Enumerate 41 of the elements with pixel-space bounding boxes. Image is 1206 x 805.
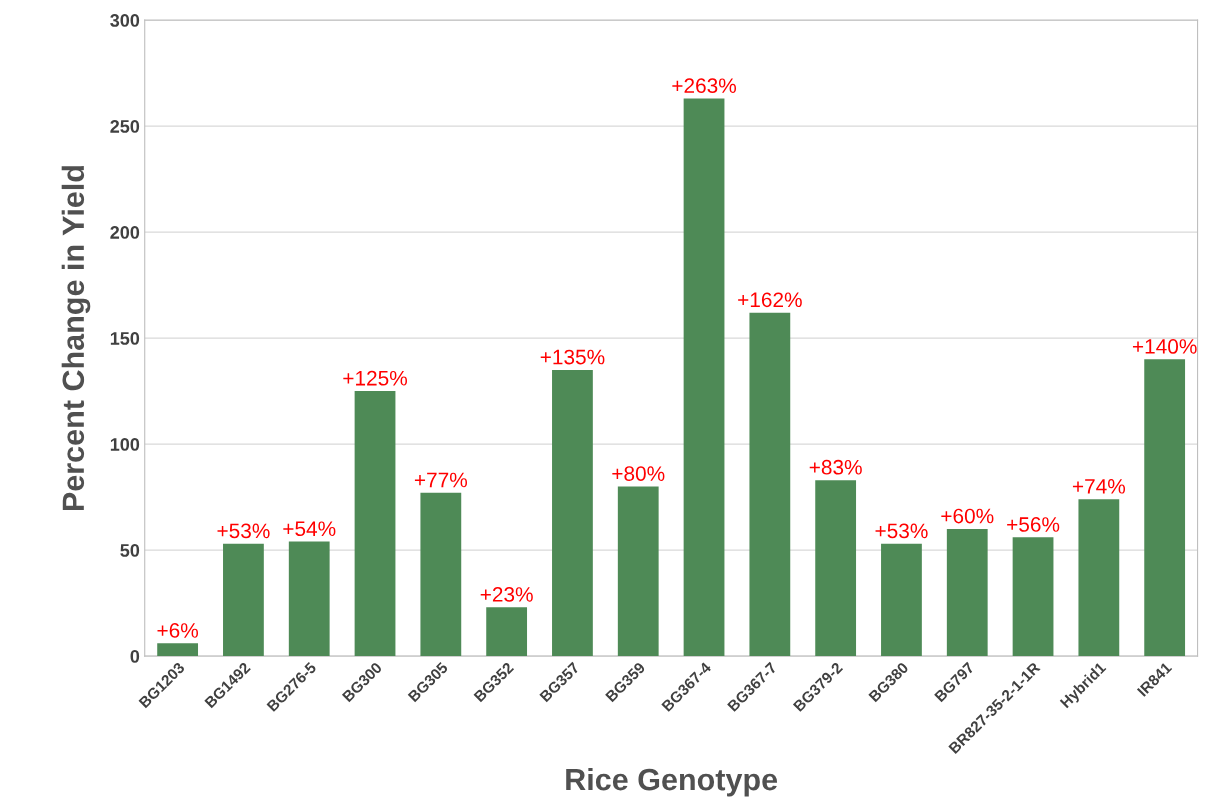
data-label: +162% bbox=[738, 292, 802, 308]
y-axis-title: Percent Change in Yield bbox=[61, 166, 91, 511]
bar bbox=[1012, 537, 1054, 657]
data-label: +74% bbox=[1072, 479, 1126, 494]
data-label: +125% bbox=[343, 370, 408, 386]
data-label: +140% bbox=[1132, 339, 1197, 354]
bar bbox=[815, 480, 857, 657]
bar bbox=[881, 543, 922, 657]
bar bbox=[749, 312, 791, 657]
y-tick-label: 250 bbox=[110, 120, 140, 133]
data-label: +6% bbox=[157, 623, 199, 638]
bar bbox=[486, 607, 528, 657]
bar bbox=[223, 543, 264, 657]
bar bbox=[946, 528, 988, 657]
bar bbox=[617, 486, 659, 657]
bar bbox=[552, 369, 593, 657]
y-tick-label: 100 bbox=[110, 438, 140, 451]
bar bbox=[683, 98, 725, 657]
bar bbox=[157, 643, 199, 657]
y-tick-label: 0 bbox=[130, 650, 140, 663]
bar bbox=[420, 492, 462, 657]
data-label: +53% bbox=[217, 523, 270, 539]
data-label: +23% bbox=[480, 587, 533, 602]
bar bbox=[354, 391, 396, 657]
bar bbox=[1144, 359, 1186, 657]
data-label: +53% bbox=[875, 523, 928, 539]
bar bbox=[1078, 499, 1120, 657]
data-label: +263% bbox=[672, 78, 737, 94]
data-label: +60% bbox=[941, 508, 994, 524]
bar bbox=[288, 541, 330, 657]
data-label: +83% bbox=[809, 459, 862, 475]
data-label: +77% bbox=[414, 472, 468, 488]
y-tick-label: 200 bbox=[110, 226, 140, 239]
data-label: +135% bbox=[540, 349, 605, 365]
y-tick-label: 150 bbox=[110, 332, 140, 345]
data-label: +80% bbox=[612, 466, 665, 481]
x-axis-title: Rice Genotype bbox=[566, 767, 778, 797]
data-label: +54% bbox=[283, 521, 336, 537]
y-tick-label: 50 bbox=[120, 544, 140, 557]
data-label: +56% bbox=[1007, 517, 1060, 532]
y-tick-label: 300 bbox=[110, 14, 140, 27]
